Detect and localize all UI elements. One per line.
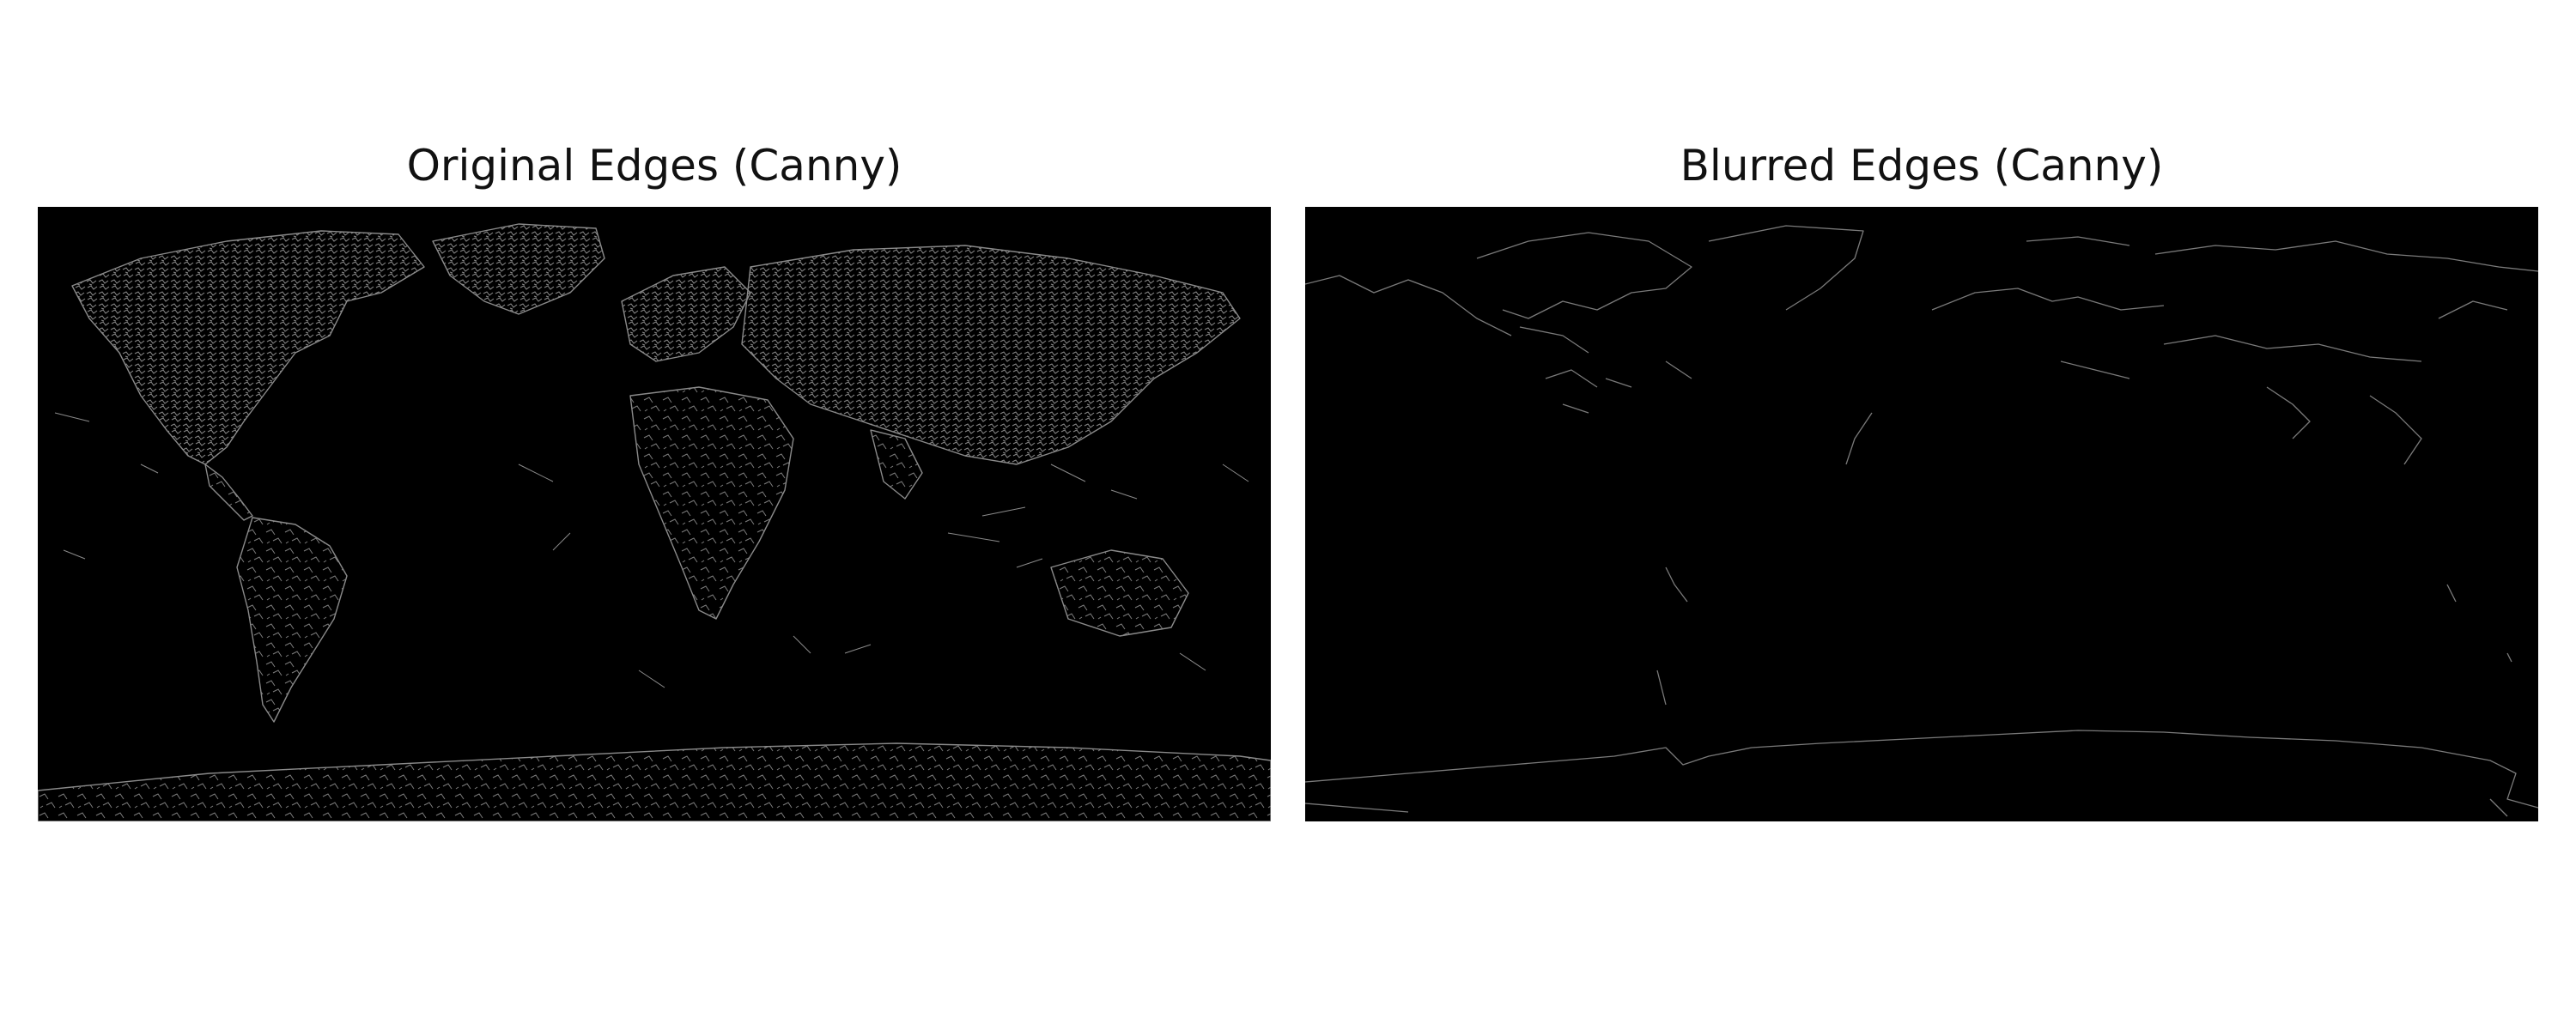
original-continents — [38, 223, 1271, 821]
panel-title-original: Original Edges (Canny) — [406, 141, 902, 191]
original-scatter-edges — [54, 412, 1249, 688]
panel-title-blurred: Blurred Edges (Canny) — [1680, 141, 2164, 191]
panel-blurred: Blurred Edges (Canny) — [1305, 0, 2538, 1030]
panel-original: Original Edges (Canny) — [38, 0, 1271, 1030]
blurred-edges-image — [1305, 207, 2538, 821]
blurred-edges-drawing — [1305, 225, 2538, 817]
blurred-coastlines — [1305, 225, 2538, 817]
original-edges-drawing — [38, 223, 1271, 821]
original-edges-image — [38, 207, 1271, 821]
